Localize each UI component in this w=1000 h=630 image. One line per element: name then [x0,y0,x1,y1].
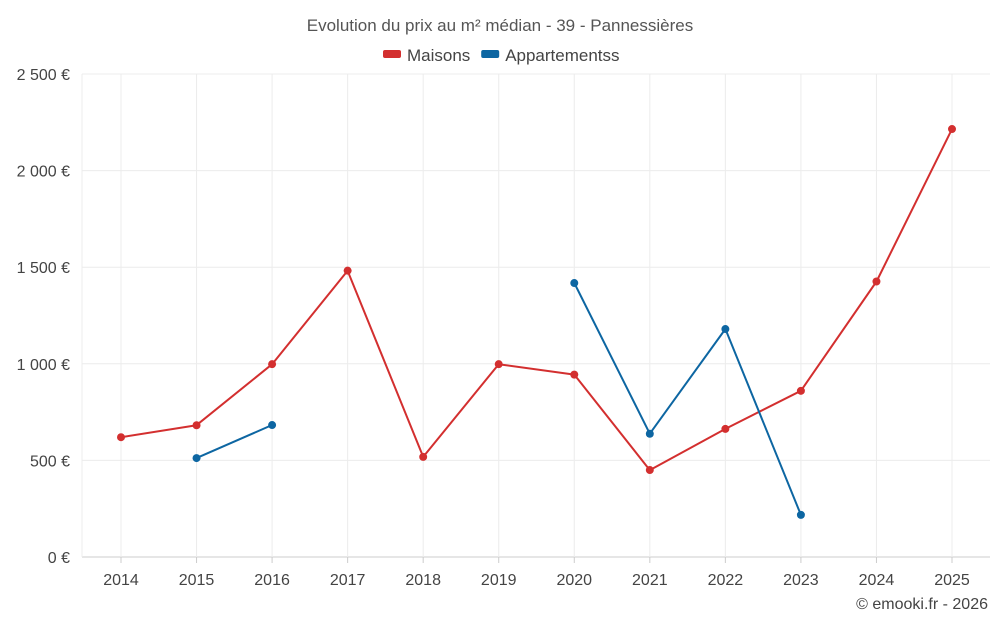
data-point[interactable] [872,277,881,286]
series-line [573,282,802,516]
data-point[interactable] [645,466,654,475]
series-maisons [117,125,956,475]
legend-item-appartementss[interactable]: Appartementss [481,46,620,65]
data-point[interactable] [721,325,730,334]
data-point[interactable] [494,360,503,369]
legend-item-maisons[interactable]: Maisons [383,46,470,65]
y-tick-label: 2 500 € [17,67,70,84]
credit-text: © emooki.fr - 2026 [856,596,988,613]
y-axis: 0 € 500 € 1 000 € 1 500 € 2 000 € 2 500 € [17,67,70,567]
x-tick-label: 2025 [934,572,970,589]
grid-lines [81,73,990,558]
legend-swatch [481,50,500,58]
y-tick-label: 500 € [30,453,70,470]
series-appartementss [192,279,805,519]
x-tick-label: 2021 [632,572,668,589]
data-point[interactable] [192,454,201,463]
y-tick-label: 2 000 € [17,164,70,181]
series-line [120,128,953,472]
legend-label: Maisons [407,46,470,65]
data-point[interactable] [796,510,805,519]
data-point[interactable] [721,424,730,433]
data-point[interactable] [419,452,428,461]
x-tick-label: 2020 [556,572,592,589]
data-point[interactable] [268,421,277,430]
data-point[interactable] [570,370,579,379]
series-line [196,424,273,460]
legend: Maisons Appartementss [383,46,620,65]
data-point[interactable] [117,433,125,442]
x-tick-label: 2019 [481,572,517,589]
x-tick-label: 2017 [330,572,366,589]
x-tick-label: 2015 [179,572,215,589]
x-tick-label: 2014 [103,572,139,589]
x-tick-label: 2016 [254,572,290,589]
x-tick-label: 2023 [783,572,819,589]
data-point[interactable] [343,266,352,275]
data-point[interactable] [948,125,956,134]
y-tick-label: 1 000 € [17,357,70,374]
data-point[interactable] [570,279,579,288]
x-tick-label: 2022 [708,572,744,589]
data-point[interactable] [796,386,805,395]
legend-label: Appartementss [505,46,619,65]
series-layer [117,125,956,519]
data-point[interactable] [645,429,654,438]
y-tick-label: 1 500 € [17,260,70,277]
data-point[interactable] [268,360,277,369]
legend-swatch [383,50,401,58]
x-tick-label: 2024 [859,572,895,589]
x-tick-label: 2018 [405,572,441,589]
x-axis: 2014 2015 2016 2017 2018 2019 2020 2021 2022 2023… [103,557,970,589]
data-point[interactable] [192,421,201,430]
y-tick-label: 0 € [48,550,70,567]
chart-title: Evolution du prix au m² médian - 39 - Pa… [307,16,693,35]
